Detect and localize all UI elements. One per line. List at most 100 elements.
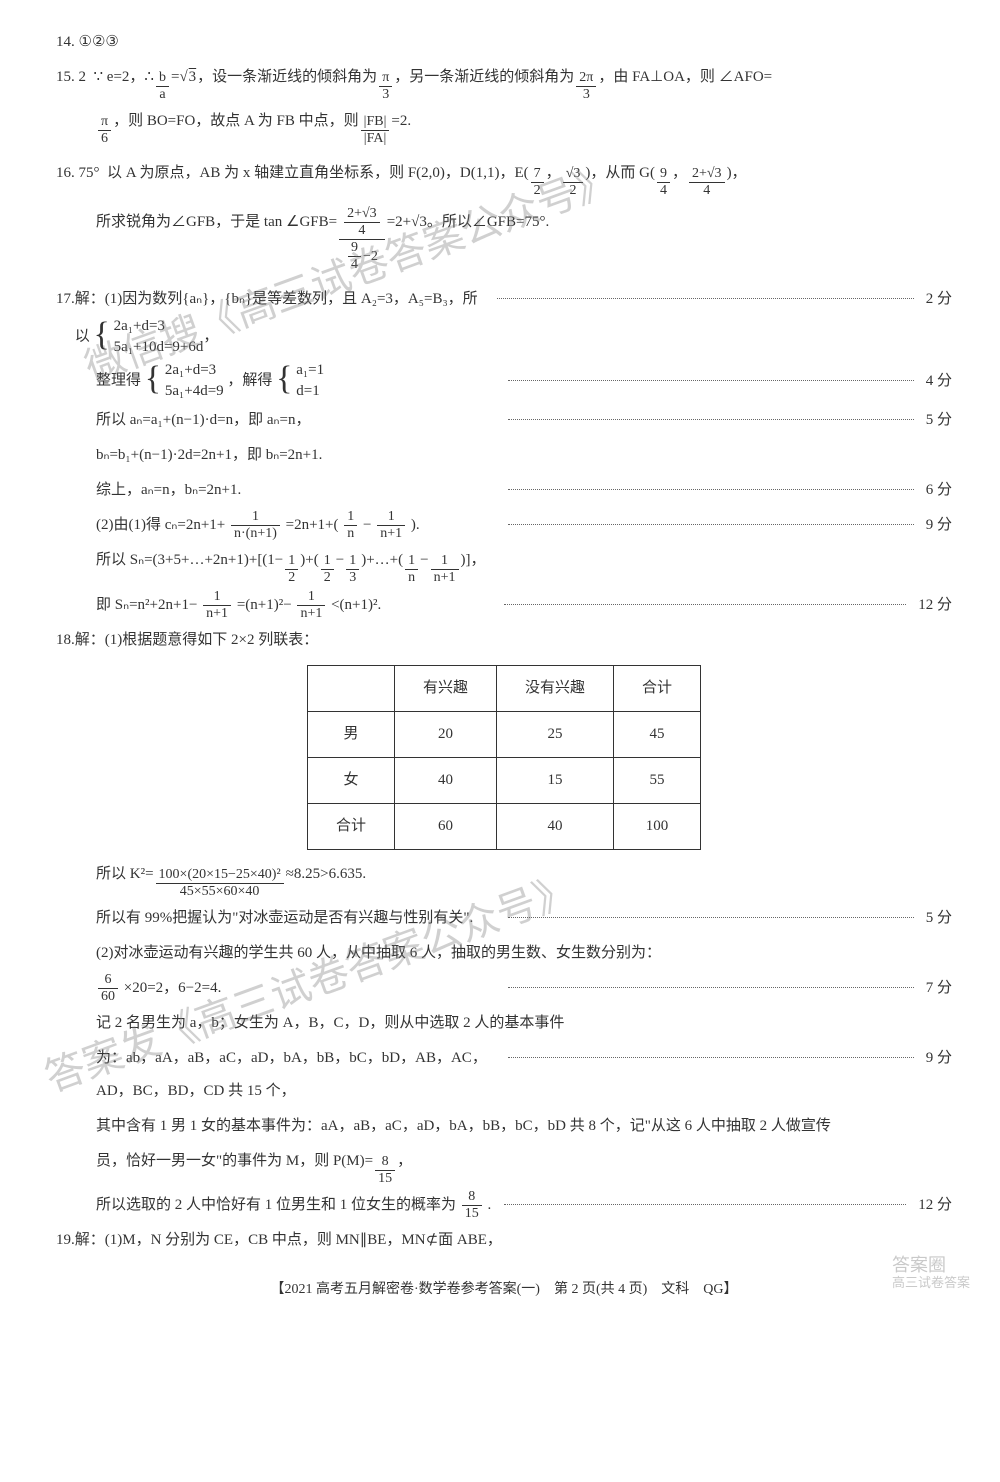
dots (504, 1203, 906, 1205)
q15-t7: =2. (391, 105, 411, 138)
q17-line4: bₙ=b₁+(n−1)·2d=2n+1，即 bₙ=2n+1. (96, 439, 952, 472)
dots (508, 418, 914, 420)
th (307, 665, 394, 711)
dots (504, 603, 906, 605)
th: 没有兴趣 (497, 665, 614, 711)
dots (508, 916, 914, 918)
td: 合计 (307, 803, 394, 849)
sys2: 2a₁+d=35a₁+4d=9 (165, 360, 224, 402)
q16-t2: )，从而 G( (585, 157, 655, 190)
q18-p10a: 所以选取的 2 人中恰好有 1 位男生和 1 位女生的概率为 (96, 1197, 456, 1213)
frac-s32: √32 (563, 166, 584, 199)
q18-p1: 解：(1)根据题意得如下 2×2 列联表： (75, 624, 318, 657)
q16-t3: )， (727, 157, 747, 190)
pts-9b: 9 分 (926, 1042, 952, 1075)
pts-5b: 5 分 (926, 902, 952, 935)
q18-p2b: ≈8.25>6.635. (286, 858, 366, 891)
dots (508, 488, 914, 490)
frac: 12 (321, 553, 334, 586)
dots (508, 379, 914, 381)
corner-logo-1: 答案圈 (892, 1256, 970, 1276)
q18-p3: 所以有 99%把握认为"对冰壶运动是否有兴趣与性别有关". (96, 902, 502, 935)
frac-72: 72 (531, 166, 544, 199)
brace-icon: { (145, 364, 161, 395)
q17-line7: 所以 Sₙ=(3+5+…+2n+1)+[(1− 12 )+( 12 − 13 )… (96, 544, 952, 586)
q17-p6a: (2)由(1)得 cₙ=2n+1+ (96, 517, 225, 533)
td: 40 (394, 757, 496, 803)
q18-p9b: ， (397, 1145, 412, 1178)
q19-p1: 解：(1)M，N 分别为 CE，CB 中点，则 MN∥BE，MN⊄面 ABE， (75, 1224, 502, 1257)
q14-label: 14. (56, 26, 75, 59)
q16-line1: 16. 75° 以 A 为原点，AB 为 x 轴建立直角坐标系，则 F(2,0)… (56, 157, 952, 199)
q15-t1: ∵ e=2，∴ (94, 61, 154, 94)
sys3: a₁=1d=1 (296, 360, 324, 402)
frac: 1n (405, 553, 418, 586)
pts-4: 4 分 (926, 365, 952, 398)
q18-p10b: . (488, 1197, 492, 1213)
q17-p7c: )+…+( (361, 544, 403, 577)
pts-5: 5 分 (926, 404, 952, 437)
q17-p7a: 所以 Sₙ=(3+5+…+2n+1)+[(1− (96, 544, 283, 577)
q16-label: 16. (56, 157, 75, 190)
td: 55 (614, 757, 701, 803)
q15-t4: ，另一条渐近线的倾斜角为 (394, 61, 574, 94)
q17-p7b: )+( (300, 544, 318, 577)
q18-conc: 所以有 99%把握认为"对冰壶运动是否有兴趣与性别有关". 5 分 (96, 902, 952, 935)
td: 20 (394, 711, 496, 757)
frac-94: 94 (657, 166, 670, 199)
pts-12b: 12 分 (918, 1189, 952, 1222)
q18-p10: 所以选取的 2 人中恰好有 1 位男生和 1 位女生的概率为 815 . 12 … (96, 1189, 952, 1222)
q18-p6t: 记 2 名男生为 a，b；女生为 A，B，C，D，则从中选取 2 人的基本事件 (96, 1007, 564, 1040)
q14: 14. ①②③ (56, 26, 952, 59)
q15-t2: = (171, 61, 179, 94)
q18-p8t: 其中含有 1 男 1 女的基本事件为：aA，aB，aC，aD，bA，bB，bC，… (96, 1110, 831, 1143)
q16-t5: =2+√3。所以∠GFB=75°. (387, 206, 550, 239)
bigfrac: 2+√34 94−2 (339, 206, 385, 273)
q18-k2: 所以 K²= 100×(20×15−25×40)²45×55×60×40 ≈8.… (96, 858, 952, 900)
frac-pi3: π3 (379, 70, 392, 103)
th: 合计 (614, 665, 701, 711)
frac: 1n+1 (297, 589, 325, 622)
q18-p5: 660 ×20=2，6−2=4. 7 分 (96, 972, 952, 1005)
frac: 13 (346, 553, 359, 586)
corner-logo: 答案圈 高三试卷答案 (892, 1256, 970, 1290)
q17-p5: 综上，aₙ=n，bₙ=2n+1. (96, 474, 502, 507)
frac: 1n+1 (203, 589, 231, 622)
q18-p9: 员，恰好一男一女"的事件为 M，则 P(M)= 815 ， (96, 1145, 952, 1187)
q14-answer: ①②③ (79, 26, 119, 59)
q19-label: 19. (56, 1224, 75, 1257)
q18-p2a: 所以 K²= (96, 858, 154, 891)
q17-p2b: ，解得 (227, 373, 272, 389)
q17-line6: (2)由(1)得 cₙ=2n+1+ 1n·(n+1) =2n+1+( 1n − … (96, 509, 952, 542)
q17-p4: bₙ=b₁+(n−1)·2d=2n+1，即 bₙ=2n+1. (96, 439, 322, 472)
td: 25 (497, 711, 614, 757)
q16-t1: 以 A 为原点，AB 为 x 轴建立直角坐标系，则 F(2,0)，D(1,1)，… (107, 157, 529, 190)
table-header-row: 有兴趣 没有兴趣 合计 (307, 665, 700, 711)
dots (508, 1056, 914, 1058)
minus: − (363, 517, 371, 533)
frac: 1n+1 (431, 553, 459, 586)
sys1: 2a₁+d=35a₁+10d=9+6d (114, 316, 204, 358)
q15-line2: π6 ，则 BO=FO，故点 A 为 FB 中点，则 |FB||FA| =2. (96, 105, 952, 147)
q16-line2: 所求锐角为∠GFB，于是 tan ∠GFB= 2+√34 94−2 =2+√3。… (96, 206, 952, 274)
frac-815b: 815 (462, 1189, 482, 1222)
frac-pi6: π6 (98, 114, 111, 147)
minus: − (420, 544, 428, 577)
q15-ans: 2 (79, 61, 87, 94)
td: 女 (307, 757, 394, 803)
q17-p8b: =(n+1)²− (237, 597, 292, 613)
pts-6: 6 分 (926, 474, 952, 507)
contingency-table: 有兴趣 没有兴趣 合计 男 20 25 45 女 40 15 55 合计 60 … (307, 665, 701, 850)
q15-label: 15. (56, 61, 75, 94)
q17-line8: 即 Sₙ=n²+2n+1− 1n+1 =(n+1)²− 1n+1 <(n+1)²… (96, 589, 952, 622)
frac: 1n+1 (377, 509, 405, 542)
frac-2pi3: 2π3 (576, 70, 596, 103)
q17-p7d: )]， (461, 544, 486, 577)
frac-660: 660 (98, 972, 118, 1005)
corner-logo-2: 高三试卷答案 (892, 1276, 970, 1290)
pts-2: 2 分 (926, 283, 952, 316)
sqrt3: 3 (188, 61, 198, 94)
q17-p6c: ). (411, 517, 420, 533)
pts-7: 7 分 (926, 972, 952, 1005)
td: 60 (394, 803, 496, 849)
